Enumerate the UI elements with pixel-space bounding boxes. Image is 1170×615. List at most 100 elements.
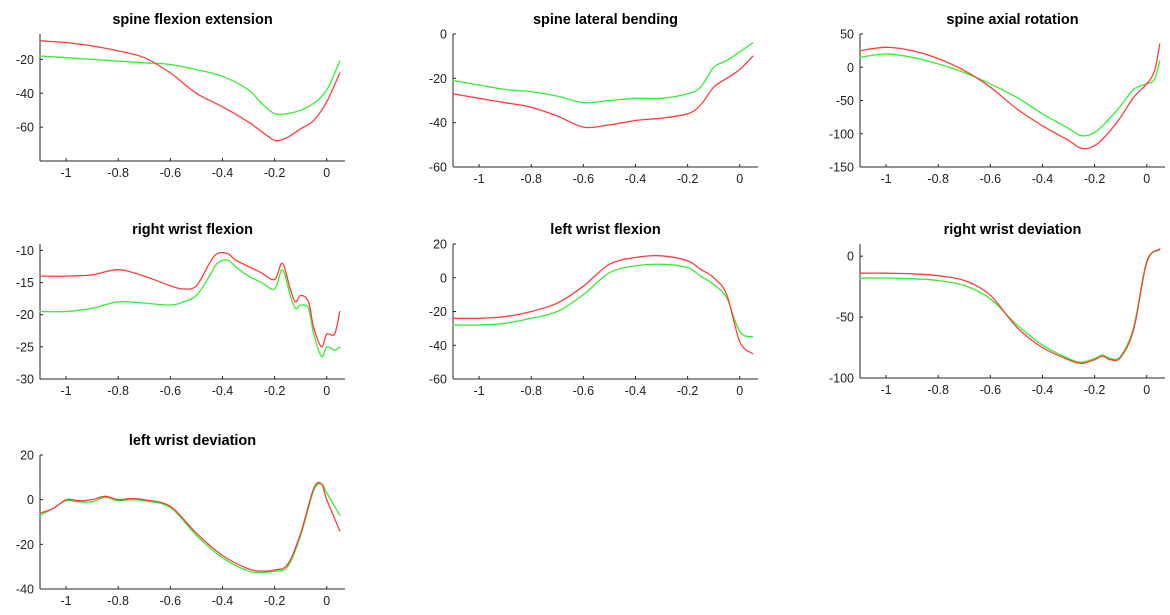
subplot-title: right wrist deviation	[944, 222, 1082, 238]
y-tick-label: 20	[20, 449, 34, 463]
x-tick-label: -0.8	[520, 384, 542, 398]
y-tick-label: -20	[429, 72, 447, 86]
x-tick-label: -0.2	[264, 384, 286, 398]
series-line-red	[452, 255, 754, 355]
subplot-1: spine flexion extension -1 -0.8 -0.6 -0.4 -0.…	[16, 12, 345, 180]
x-tick-label: -0.4	[212, 384, 234, 398]
y-tick-label: 0	[440, 28, 447, 42]
series-line-green	[859, 53, 1161, 137]
y-tick-label: -60	[429, 373, 447, 387]
x-tick-label: -0.8	[927, 383, 949, 397]
y-tick-label: -20	[429, 305, 447, 319]
series-line-green	[39, 483, 341, 574]
subplot-title: spine lateral bending	[533, 12, 678, 28]
series-line-red	[39, 40, 341, 142]
x-tick-label: -0.2	[264, 166, 286, 180]
x-tick-label: -0.6	[573, 384, 595, 398]
series-line-red	[859, 248, 1161, 365]
y-tick-label: -50	[836, 311, 854, 325]
y-tick-label: -10	[16, 244, 34, 258]
x-tick-label: -1	[881, 172, 892, 186]
y-tick-label: -40	[429, 339, 447, 353]
x-tick-label: -0.8	[520, 172, 542, 186]
series-line-red	[859, 43, 1161, 150]
series-line-green	[452, 263, 754, 338]
x-tick-label: 0	[323, 594, 330, 608]
y-tick-label: -20	[16, 538, 34, 552]
y-tick-label: 0	[847, 250, 854, 264]
x-tick-label: -0.8	[107, 384, 129, 398]
x-tick-label: -0.6	[160, 384, 182, 398]
subplot-title: left wrist flexion	[550, 222, 660, 238]
series-line-green	[452, 42, 754, 104]
x-tick-label: -1	[61, 166, 72, 180]
x-tick-label: -0.4	[1032, 383, 1054, 397]
y-tick-label: -60	[429, 161, 447, 175]
y-tick-label: 50	[840, 28, 854, 42]
subplot-title: spine flexion extension	[112, 12, 272, 28]
x-tick-label: -0.6	[980, 383, 1002, 397]
subplot-5: left wrist flexion -1 -0.8 -0.6 -0.4 -0.2 0 -60…	[429, 222, 758, 398]
x-tick-label: -0.6	[980, 172, 1002, 186]
x-tick-label: -0.6	[160, 166, 182, 180]
x-tick-label: -0.8	[927, 172, 949, 186]
x-tick-label: -0.2	[264, 594, 286, 608]
x-tick-label: 0	[1143, 172, 1150, 186]
y-tick-label: -100	[829, 127, 854, 141]
y-tick-label: -150	[829, 161, 854, 175]
subplot-title: spine axial rotation	[946, 12, 1078, 28]
subplot-2: spine lateral bending -1 -0.8 -0.6 -0.4 -0.2 0…	[429, 12, 758, 186]
x-tick-label: -0.2	[1084, 172, 1106, 186]
series-line-green	[39, 55, 341, 116]
y-tick-label: -15	[16, 276, 34, 290]
y-tick-label: 0	[440, 271, 447, 285]
subplot-6: right wrist deviation -1 -0.8 -0.6 -0.4 -0.2 0…	[829, 222, 1165, 397]
series-line-green	[859, 249, 1161, 363]
y-tick-label: -60	[16, 121, 34, 135]
y-tick-label: 0	[847, 61, 854, 75]
subplot-3: spine axial rotation -1 -0.8 -0.6 -0.4 -0.2 0 -…	[829, 12, 1165, 186]
x-tick-label: -1	[61, 384, 72, 398]
x-tick-label: -0.2	[1084, 383, 1106, 397]
x-tick-label: -0.8	[107, 166, 129, 180]
subplot-4: right wrist flexion -1 -0.8 -0.6 -0.4 -0.2 0 -3…	[16, 222, 345, 398]
subplot-7: left wrist deviation -1 -0.8 -0.6 -0.4 -0.2 0 -…	[16, 433, 345, 608]
x-tick-label: -0.4	[625, 172, 647, 186]
x-tick-label: 0	[736, 172, 743, 186]
y-tick-label: -40	[429, 116, 447, 130]
subplot-title: left wrist deviation	[129, 433, 256, 449]
x-tick-label: -1	[474, 384, 485, 398]
y-tick-label: 0	[27, 493, 34, 507]
y-tick-label: -100	[829, 372, 854, 386]
y-tick-label: -50	[836, 94, 854, 108]
x-tick-label: -0.4	[212, 166, 234, 180]
y-tick-label: 20	[433, 238, 447, 252]
y-tick-label: -30	[16, 373, 34, 387]
x-tick-label: 0	[323, 166, 330, 180]
x-tick-label: -0.2	[677, 384, 699, 398]
x-tick-label: -1	[474, 172, 485, 186]
x-tick-label: 0	[736, 384, 743, 398]
y-tick-label: -40	[16, 87, 34, 101]
series-line-red	[39, 251, 341, 348]
x-tick-label: -0.6	[573, 172, 595, 186]
x-tick-label: -0.2	[677, 172, 699, 186]
y-tick-label: -25	[16, 340, 34, 354]
series-line-green	[39, 259, 341, 358]
subplot-title: right wrist flexion	[132, 222, 253, 238]
x-tick-label: 0	[323, 384, 330, 398]
x-tick-label: -1	[881, 383, 892, 397]
x-tick-label: 0	[1143, 383, 1150, 397]
x-tick-label: -0.8	[107, 594, 129, 608]
y-tick-label: -20	[16, 53, 34, 67]
y-tick-label: -40	[16, 583, 34, 597]
y-tick-label: -20	[16, 308, 34, 322]
series-line-red	[452, 55, 754, 129]
x-tick-label: -0.6	[160, 594, 182, 608]
x-tick-label: -0.4	[1032, 172, 1054, 186]
x-tick-label: -0.4	[212, 594, 234, 608]
x-tick-label: -1	[61, 594, 72, 608]
x-tick-label: -0.4	[625, 384, 647, 398]
series-line-red	[39, 481, 341, 572]
